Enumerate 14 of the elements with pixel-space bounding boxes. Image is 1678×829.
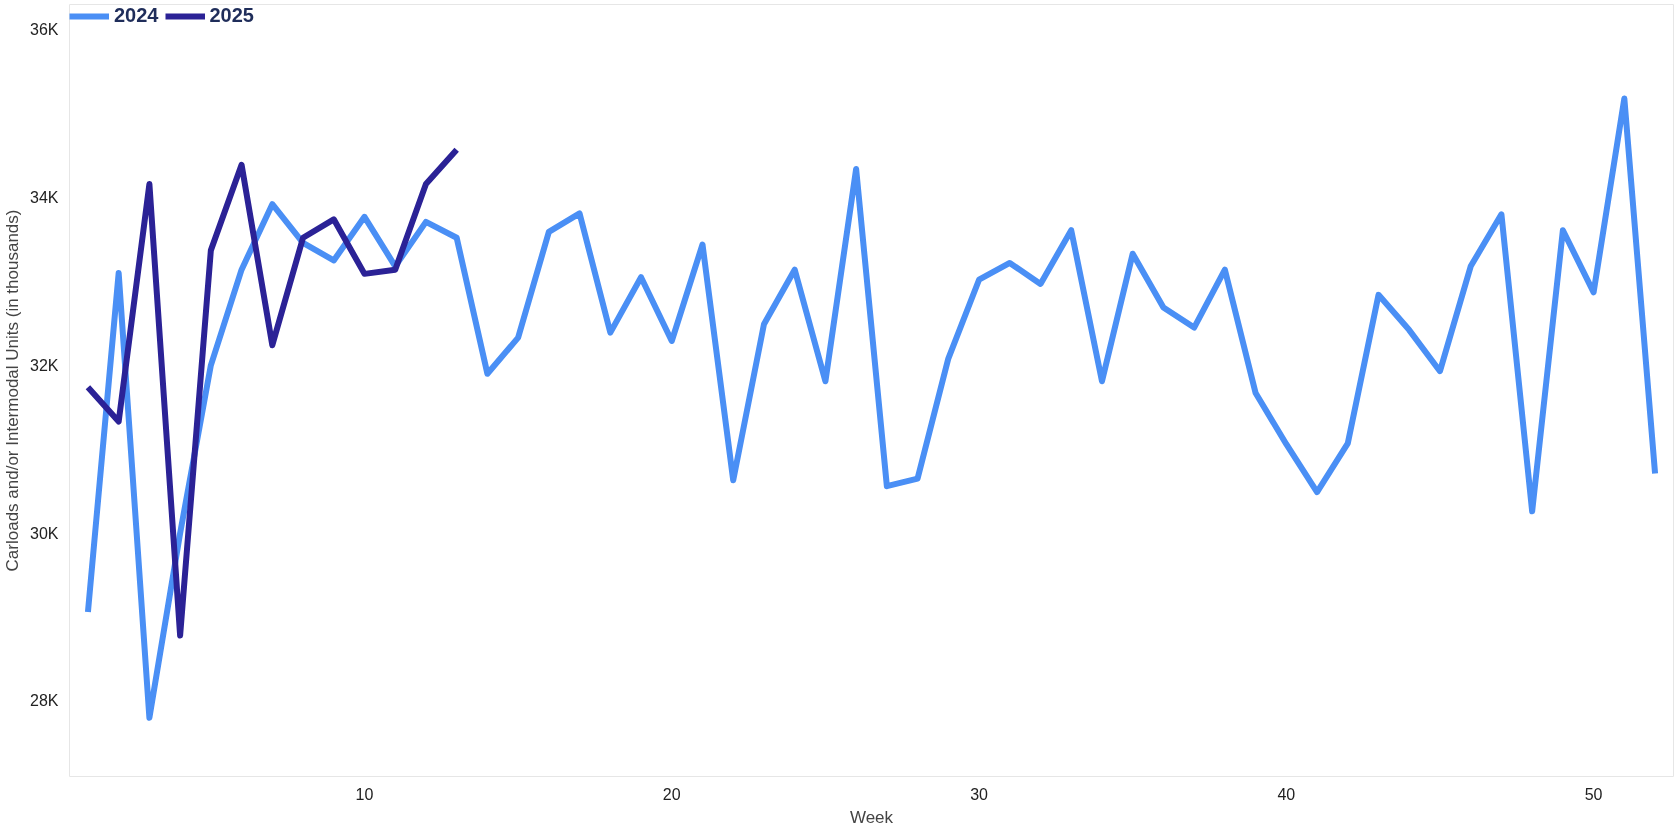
y-tick-label: 32K: [30, 356, 59, 374]
legend-label: 2024: [114, 4, 159, 27]
x-tick-label: 10: [355, 785, 374, 803]
x-tick-label: 50: [1584, 785, 1603, 803]
y-tick-label: 34K: [30, 189, 59, 206]
y-axis-title: Carloads and/or Intermodal Units (in thousands): [3, 209, 23, 572]
y-tick-label: 30K: [30, 524, 59, 542]
legend-label: 2025: [209, 4, 254, 27]
y-tick-label: 28K: [30, 692, 59, 710]
x-tick-label: 40: [1277, 785, 1296, 803]
x-axis-title: Week: [849, 807, 894, 827]
x-tick-label: 20: [662, 785, 681, 803]
y-tick-label: 36K: [30, 21, 59, 39]
x-tick-label: 30: [970, 785, 989, 803]
